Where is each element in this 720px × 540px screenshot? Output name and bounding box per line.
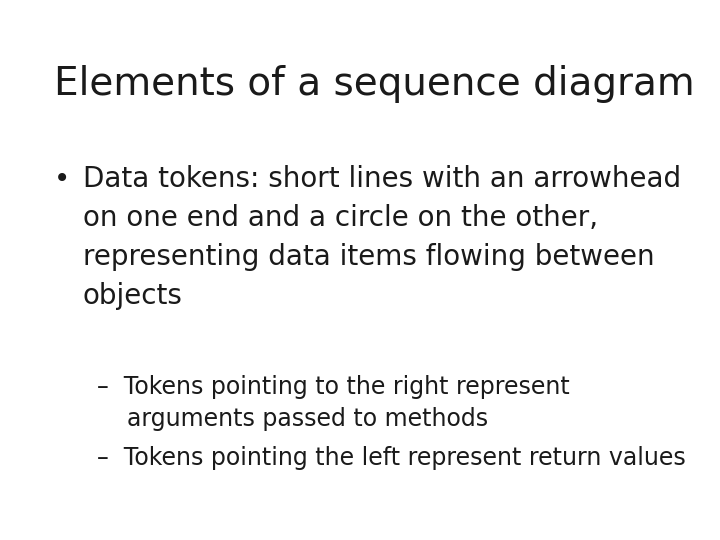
- Text: Data tokens: short lines with an arrowhead
on one end and a circle on the other,: Data tokens: short lines with an arrowhe…: [83, 165, 681, 310]
- Text: •: •: [54, 165, 71, 193]
- Text: –  Tokens pointing to the right represent
    arguments passed to methods: – Tokens pointing to the right represent…: [97, 375, 570, 431]
- Text: Elements of a sequence diagram: Elements of a sequence diagram: [54, 65, 695, 103]
- Text: –  Tokens pointing the left represent return values: – Tokens pointing the left represent ret…: [97, 446, 686, 469]
